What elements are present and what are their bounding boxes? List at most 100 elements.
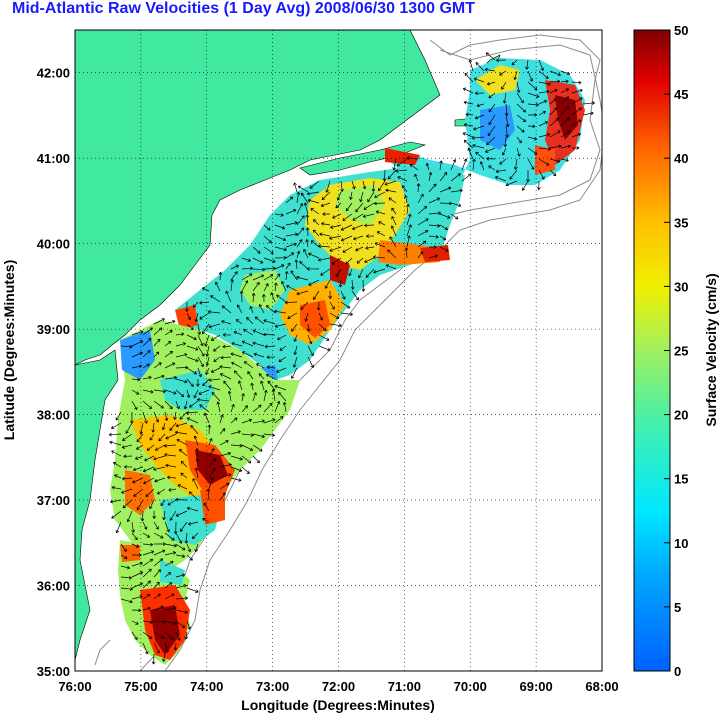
velocity-vector — [199, 300, 210, 305]
colorbar-tick-label: 5 — [674, 600, 681, 615]
velocity-vector — [306, 191, 320, 196]
velocity-vector — [307, 345, 314, 357]
grid-lines — [75, 30, 602, 671]
velocity-vector — [168, 488, 177, 492]
velocity-vector — [527, 70, 534, 82]
velocity-vector — [263, 402, 273, 413]
velocity-vector — [192, 301, 199, 308]
velocity-vector — [372, 255, 386, 259]
velocity-vector — [352, 213, 364, 221]
velocity-vector — [142, 606, 151, 611]
velocity-vector — [208, 467, 216, 479]
velocity-vector — [145, 488, 155, 498]
y-tick-label: 36:00 — [37, 579, 70, 594]
velocity-vector — [131, 620, 139, 625]
velocity-vector — [355, 246, 364, 252]
velocity-vector — [318, 244, 331, 249]
velocity-vector — [538, 133, 551, 138]
velocity-vector — [340, 180, 344, 192]
velocity-vector — [120, 344, 133, 349]
velocity-vector — [276, 294, 287, 303]
velocity-vector — [340, 301, 351, 309]
colorbar-tick-label: 50 — [674, 23, 688, 38]
velocity-vector — [199, 404, 210, 413]
velocity-vector — [356, 257, 364, 264]
velocity-vector — [162, 653, 166, 662]
velocity-vector — [164, 642, 169, 653]
velocity-vector — [252, 281, 260, 292]
velocity-vector — [285, 209, 297, 215]
velocity-vector — [385, 188, 397, 193]
velocity-vector — [465, 112, 474, 117]
velocity-vector — [164, 593, 175, 600]
velocity-vector — [256, 363, 265, 369]
velocity-vector — [318, 323, 327, 332]
velocity-vector — [265, 373, 276, 380]
velocity-vector — [300, 192, 309, 204]
velocity-vector — [221, 320, 232, 325]
velocity-vector — [263, 389, 268, 402]
velocity-vector — [142, 620, 153, 624]
velocity-vector — [331, 257, 342, 265]
velocity-vector — [388, 197, 397, 204]
velocity-vector — [516, 125, 525, 133]
velocity-vector — [142, 466, 155, 473]
velocity-vector — [476, 103, 485, 108]
velocity-vector — [274, 235, 287, 242]
x-tick-label: 72:00 — [322, 679, 355, 694]
velocity-vector — [178, 448, 188, 457]
velocity-vector — [320, 202, 331, 208]
velocity-vector — [378, 221, 386, 226]
velocity-vector — [153, 318, 165, 325]
x-tick-label: 68:00 — [585, 679, 618, 694]
velocity-vector — [473, 125, 485, 131]
velocity-vector — [142, 400, 153, 410]
velocity-vector — [361, 279, 366, 292]
velocity-vector — [191, 532, 199, 539]
velocity-vector — [241, 433, 254, 437]
velocity-vector — [359, 191, 364, 203]
velocity-vector — [513, 70, 518, 80]
velocity-vector — [122, 433, 133, 441]
velocity-vector — [261, 294, 266, 303]
velocity-vector — [139, 422, 144, 435]
x-tick-label: 76:00 — [58, 679, 91, 694]
velocity-vector — [382, 169, 387, 182]
velocity-vector — [151, 422, 155, 433]
velocity-vector — [164, 375, 178, 380]
velocity-vector — [516, 147, 521, 157]
velocity-vector — [549, 107, 558, 116]
y-tick-label: 38:00 — [37, 408, 70, 423]
velocity-vector — [329, 235, 342, 240]
velocity-vector — [153, 389, 166, 394]
velocity-vector — [184, 631, 189, 640]
velocity-vector — [142, 521, 148, 530]
velocity-vector — [208, 477, 214, 490]
velocity-vector — [409, 164, 419, 171]
velocity-vector — [111, 450, 122, 457]
velocity-vector — [351, 290, 359, 301]
plot-frame — [74, 29, 603, 672]
velocity-vector — [345, 257, 353, 265]
velocity-vector — [207, 310, 221, 314]
velocity-vector — [348, 268, 353, 277]
velocity-vector — [462, 87, 474, 94]
velocity-vector — [252, 455, 260, 464]
velocity-vector — [175, 400, 180, 410]
velocity-vector — [120, 565, 131, 570]
velocity-vector — [495, 169, 507, 174]
velocity-vector — [267, 380, 276, 391]
velocity-vector — [263, 235, 272, 244]
velocity-vector — [201, 287, 210, 292]
velocity-vector — [321, 222, 331, 226]
velocity-vector — [312, 229, 320, 237]
velocity-vector — [373, 201, 386, 206]
velocity-vector — [175, 573, 186, 578]
velocity-vector — [164, 350, 174, 358]
colorbar-tick-label: 20 — [674, 408, 688, 423]
velocity-vector — [494, 176, 507, 182]
velocity-vector — [230, 271, 238, 281]
velocity-vector — [222, 332, 232, 337]
velocity-vector — [143, 477, 155, 485]
velocity-vector — [340, 224, 353, 231]
